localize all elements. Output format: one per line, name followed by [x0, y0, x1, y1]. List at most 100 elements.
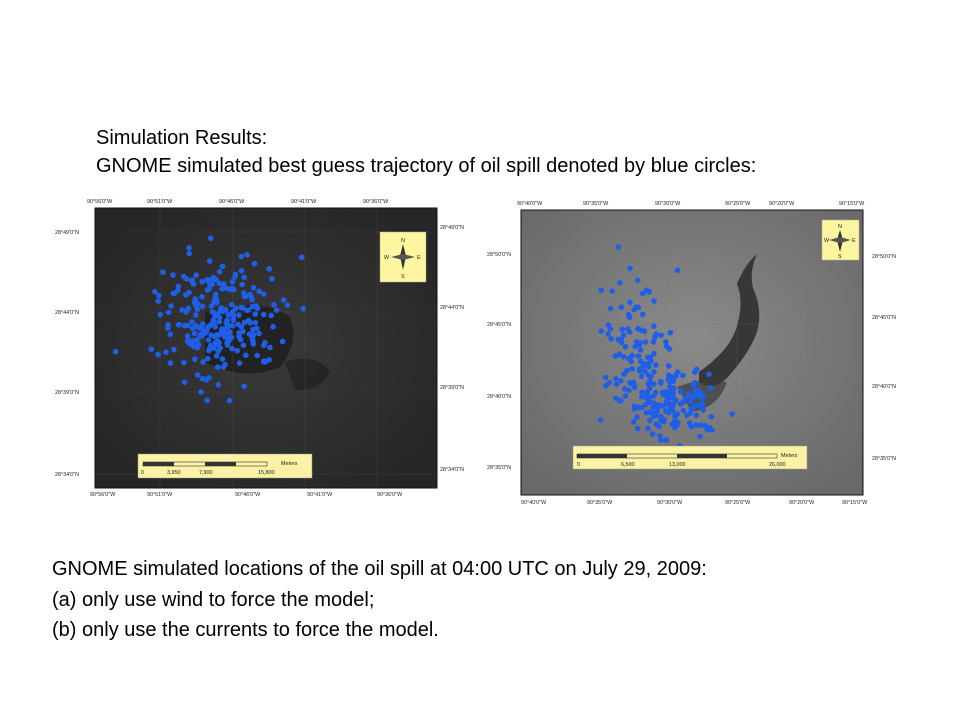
- spill-particle: [212, 313, 218, 320]
- spill-particle: [220, 281, 227, 287]
- spill-particle: [225, 312, 231, 318]
- spill-particle: [226, 397, 233, 404]
- lat-label: 28°34'0"N: [55, 472, 79, 478]
- spill-particle: [252, 319, 259, 326]
- spill-particle: [635, 353, 642, 359]
- spill-particle: [215, 348, 221, 354]
- spill-particle: [665, 393, 671, 399]
- lon-label: 90°36'0"W: [363, 199, 389, 205]
- caption-line: GNOME simulated locations of the oil spi…: [52, 558, 707, 580]
- spill-particle: [669, 387, 676, 394]
- spill-particle: [613, 381, 620, 387]
- spill-particle: [650, 393, 657, 399]
- spill-particle: [639, 311, 646, 318]
- spill-particle: [165, 325, 171, 331]
- spill-particle: [198, 389, 204, 395]
- spill-particle: [194, 372, 201, 378]
- spill-particle: [247, 291, 253, 298]
- spill-particle: [598, 328, 604, 334]
- spill-particle: [204, 355, 211, 362]
- spill-particle: [256, 330, 262, 337]
- spill-particle: [227, 286, 234, 293]
- spill-particle: [670, 378, 677, 385]
- spill-particle: [152, 288, 158, 295]
- map-wind-forced: N S E W Meters 0 3,950 7,900 15,800 90°5…: [55, 192, 465, 500]
- spill-particle: [214, 297, 220, 303]
- spill-particle: [639, 389, 645, 396]
- scale-unit: Meters: [781, 453, 798, 459]
- spill-particle: [170, 272, 176, 278]
- lat-label: 28°39'0"N: [55, 390, 79, 396]
- spill-particle: [232, 274, 238, 280]
- lon-label: 90°35'0"W: [583, 201, 609, 207]
- spill-particle: [640, 363, 646, 369]
- spill-particle: [156, 292, 162, 299]
- spill-particle: [261, 342, 267, 349]
- spill-particle: [155, 298, 161, 304]
- spill-particle: [155, 351, 161, 358]
- spill-particle: [216, 268, 223, 275]
- spill-particle: [254, 352, 260, 359]
- spill-particle: [238, 253, 245, 260]
- spill-particle: [674, 411, 681, 417]
- spill-particle: [647, 354, 653, 361]
- spill-particle: [243, 352, 249, 359]
- spill-particle: [261, 359, 267, 365]
- spill-particle: [148, 346, 154, 352]
- scale-tick: 6,500: [621, 462, 635, 468]
- spill-particle: [626, 329, 633, 335]
- spill-particle: [194, 337, 200, 343]
- spill-particle: [238, 336, 244, 343]
- spill-particle: [199, 294, 205, 300]
- spill-particle: [627, 265, 633, 272]
- spill-particle: [698, 402, 705, 408]
- spill-particle: [667, 329, 674, 336]
- scale-tick: 26,000: [769, 462, 786, 468]
- spill-particle: [208, 332, 214, 338]
- lat-label: 28°44'0"N: [55, 310, 79, 316]
- map-b-north-arrow: N S E W: [821, 219, 860, 261]
- spill-particle: [300, 305, 306, 312]
- spill-particle: [602, 374, 609, 381]
- spill-particle: [698, 422, 704, 428]
- lon-label: 90°36'0"W: [377, 492, 403, 498]
- spill-particle: [249, 334, 256, 341]
- lon-label: 90°15'0"W: [842, 500, 868, 506]
- spill-particle: [181, 379, 188, 385]
- spill-particle: [298, 254, 305, 261]
- spill-particle: [209, 309, 216, 315]
- spill-particle: [230, 312, 237, 319]
- compass-w-label: W: [824, 238, 830, 244]
- spill-particle: [193, 272, 199, 278]
- spill-particle: [688, 423, 695, 430]
- spill-particle: [629, 381, 636, 387]
- spill-particle: [239, 281, 245, 288]
- spill-particle: [647, 378, 653, 385]
- spill-particle: [228, 302, 235, 308]
- spill-particle: [650, 339, 657, 345]
- spill-particle: [638, 358, 644, 365]
- spill-particle: [236, 312, 242, 318]
- spill-particle: [208, 303, 215, 309]
- spill-particle: [216, 318, 222, 325]
- spill-particle: [620, 353, 627, 360]
- spill-particle: [247, 319, 254, 326]
- spill-particle: [279, 338, 286, 345]
- spill-particle: [637, 347, 644, 353]
- spill-particle: [190, 343, 197, 350]
- spill-particle: [612, 353, 619, 359]
- spill-particle: [626, 314, 633, 321]
- spill-particle: [213, 353, 220, 359]
- spill-particle: [269, 276, 275, 282]
- lat-label: 28°35'0"N: [487, 465, 511, 471]
- compass-w-label: W: [384, 255, 390, 261]
- spill-particle: [229, 345, 235, 352]
- caption-line: (a) only use wind to force the model;: [52, 589, 375, 611]
- spill-particle: [661, 417, 668, 423]
- slide-subheading: GNOME simulated best guess trajectory of…: [96, 155, 757, 177]
- spill-particle: [199, 278, 205, 285]
- spill-particle: [171, 290, 178, 297]
- spill-particle: [603, 383, 609, 389]
- spill-particle: [631, 406, 638, 412]
- lon-label: 90°15'0"W: [839, 201, 865, 207]
